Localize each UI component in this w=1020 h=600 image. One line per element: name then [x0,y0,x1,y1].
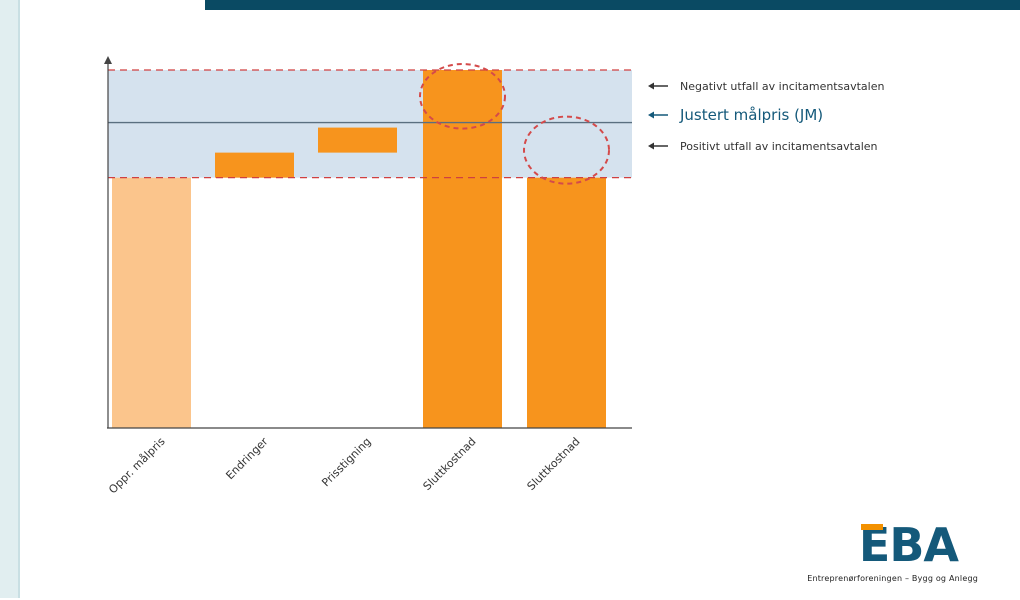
band-rect [108,70,632,178]
category-label-3: Sluttkostnad [421,435,479,493]
legend-label-2: Positivt utfall av incitamentsavtalen [680,140,878,153]
y-axis-arrow [104,56,112,64]
legend-label-0: Negativt utfall av incitamentsavtalen [680,80,884,93]
highlight-circles [419,63,610,185]
eba-logo-text: EBA [858,518,959,572]
legend-arrow-head-1 [648,111,654,119]
left-accent-line [18,0,20,598]
reference-lines [108,69,632,179]
category-label-4: Sluttkostnad [525,435,583,493]
highlight-circle-0 [419,63,506,130]
top-title-bar [205,0,1020,10]
eba-logo-mark: EBA [858,518,959,572]
left-accent-strip [0,0,18,598]
highlight-circle-1 [523,115,610,185]
eba-logo: EBA Entreprenørforeningen – Bygg og Anle… [738,520,988,600]
bar-group [112,70,606,428]
eba-logo-tagline: Entreprenørforeningen – Bygg og Anlegg [807,574,978,583]
bar-1 [215,152,294,178]
bar-3 [423,70,502,428]
category-label-2: Prisstigning [319,435,373,489]
chart-axes [104,56,632,429]
category-label-1: Endringer [223,435,271,483]
category-tick-labels: Oppr. målpris Endringer Prisstigning Sluttk… [106,435,582,497]
target-price-band [108,70,632,178]
bar-2 [318,127,397,153]
bar-0 [112,177,191,428]
legend: Negativt utfall av incitamentsavtalen Jus… [648,80,884,153]
legend-arrow-head-2 [648,142,654,150]
bar-4 [527,177,606,428]
legend-arrow-head-0 [648,82,654,90]
category-label-0: Oppr. målpris [106,435,168,497]
legend-label-1: Justert målpris (JM) [679,106,823,124]
